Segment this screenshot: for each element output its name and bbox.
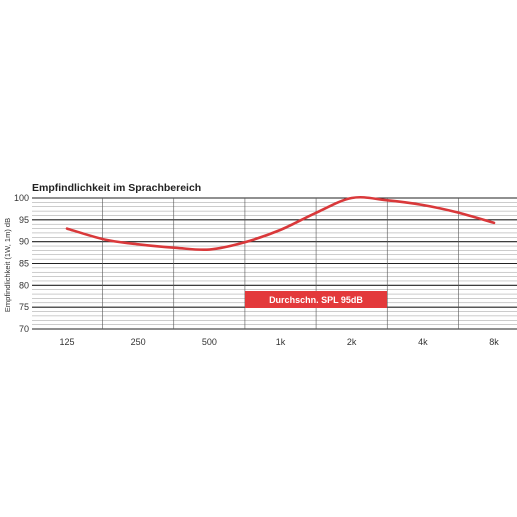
series-line bbox=[65, 195, 496, 252]
x-tick-label: 250 bbox=[131, 337, 146, 347]
y-tick-label: 70 bbox=[19, 324, 29, 334]
y-tick-label: 85 bbox=[19, 259, 29, 269]
y-tick-label: 80 bbox=[19, 280, 29, 290]
annotation-badge: Durchschn. SPL 95dB bbox=[245, 291, 387, 308]
series-group bbox=[65, 195, 496, 252]
annotation-badge-label: Durchschn. SPL 95dB bbox=[269, 295, 363, 305]
grid bbox=[32, 197, 517, 330]
y-tick-label: 90 bbox=[19, 237, 29, 247]
chart-title: Empfindlichkeit im Sprachbereich bbox=[32, 182, 201, 194]
tick-labels: 70 75 80 85 90 95 100 125 250 500 1k 2k 4k 8k bbox=[14, 193, 499, 347]
x-tick-label: 1k bbox=[276, 337, 286, 347]
y-tick-label: 75 bbox=[19, 302, 29, 312]
y-tick-label: 95 bbox=[19, 215, 29, 225]
x-tick-label: 500 bbox=[202, 337, 217, 347]
y-tick-label: 100 bbox=[14, 193, 29, 203]
x-tick-label: 2k bbox=[347, 337, 357, 347]
annotation-badge-bg bbox=[245, 291, 387, 308]
x-tick-label: 4k bbox=[418, 337, 428, 347]
x-tick-label: 125 bbox=[59, 337, 74, 347]
y-axis-label: Empfindlichkeit (1W, 1m) dB bbox=[3, 218, 12, 312]
x-tick-label: 8k bbox=[489, 337, 499, 347]
